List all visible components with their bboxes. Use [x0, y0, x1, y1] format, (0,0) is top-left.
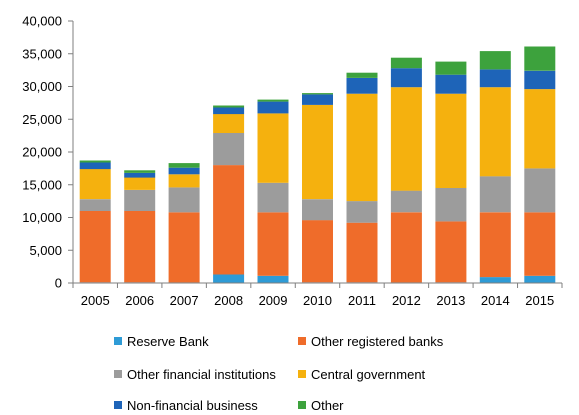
bar-segment-2005-other — [79, 160, 111, 163]
bar-segment-2009-reserve-bank — [257, 275, 289, 283]
y-tick-label: 25,000 — [22, 112, 62, 127]
bar-segment-2008-other-registered-banks — [213, 165, 245, 275]
bar-segment-2009-other-financial-institutions — [257, 182, 289, 213]
legend-label: Other financial institutions — [127, 367, 276, 382]
bar-segment-2012-central-government — [390, 87, 422, 191]
bar-segment-2009-non-financial-business — [257, 101, 289, 114]
x-tick-label: 2010 — [303, 293, 332, 308]
legend-swatch — [298, 401, 306, 409]
x-tick-label: 2006 — [125, 293, 154, 308]
bar-segment-2014-non-financial-business — [479, 69, 511, 88]
bar-segment-2009-other-registered-banks — [257, 212, 289, 276]
x-tick-label: 2013 — [436, 293, 465, 308]
legend-label: Central government — [311, 367, 426, 382]
bar-segment-2015-other-financial-institutions — [524, 168, 556, 213]
bar-segment-2015-reserve-bank — [524, 275, 556, 283]
bar-segment-2007-other-registered-banks — [168, 212, 200, 283]
bar-segment-2006-non-financial-business — [124, 173, 156, 178]
bar-segment-2008-other-financial-institutions — [213, 133, 245, 166]
bar-segment-2010-non-financial-business — [302, 94, 333, 105]
bar-segment-2012-other-registered-banks — [390, 212, 422, 283]
y-tick-label: 35,000 — [22, 46, 62, 61]
y-tick-label: 15,000 — [22, 177, 62, 192]
legend-swatch — [298, 370, 306, 378]
legend-label: Other — [311, 398, 344, 413]
bar-segment-2005-non-financial-business — [79, 162, 111, 170]
bar-segment-2006-other — [124, 170, 156, 173]
axes-group — [68, 20, 563, 288]
bar-segment-2010-other-registered-banks — [302, 220, 333, 283]
bar-segment-2010-central-government — [302, 104, 333, 200]
x-tick-label: 2011 — [348, 293, 376, 308]
bar-segment-2012-other-financial-institutions — [390, 190, 422, 213]
bar-segment-2015-other — [524, 46, 556, 71]
bar-segment-2013-other-registered-banks — [435, 221, 467, 283]
x-tick-labels: 2005 2006 2007 2008 2009 2010 2011 2012 2013 2014… — [81, 293, 554, 308]
legend: Reserve Bank Other registered banks Other … — [114, 334, 444, 413]
x-tick-label: 2007 — [170, 293, 199, 308]
bar-segment-2012-other — [390, 57, 422, 69]
bar-segment-2010-other-financial-institutions — [302, 199, 333, 221]
bar-segment-2011-central-government — [346, 93, 378, 202]
bar-segment-2011-other — [346, 72, 378, 78]
bar-segment-2015-non-financial-business — [524, 70, 556, 90]
bar-segment-2013-other — [435, 61, 467, 75]
bar-segment-2006-central-government — [124, 177, 156, 190]
legend-swatch — [298, 337, 306, 345]
bar-segment-2009-central-government — [257, 113, 289, 183]
x-tick-label: 2014 — [481, 293, 510, 308]
y-tick-label: 40,000 — [22, 14, 62, 29]
legend-swatch — [114, 401, 122, 409]
bar-segment-2008-reserve-bank — [213, 274, 245, 283]
bar-segment-2011-other-financial-institutions — [346, 201, 378, 223]
bar-segment-2015-central-government — [524, 89, 556, 169]
bar-segment-2006-other-financial-institutions — [124, 190, 156, 211]
bar-segment-2008-non-financial-business — [213, 107, 245, 115]
bar-segment-2015-other-registered-banks — [524, 212, 556, 276]
bar-segment-2005-central-government — [79, 169, 111, 200]
x-tick-label: 2008 — [214, 293, 243, 308]
bar-segment-2014-central-government — [479, 87, 511, 177]
bars-group — [79, 46, 556, 283]
legend-swatch — [114, 337, 122, 345]
y-tick-label: 0 — [55, 276, 62, 291]
legend-label: Reserve Bank — [127, 334, 209, 349]
y-tick-label: 30,000 — [22, 79, 62, 94]
bar-segment-2014-reserve-bank — [479, 277, 511, 283]
bar-segment-2007-other-financial-institutions — [168, 187, 200, 213]
bar-segment-2014-other-registered-banks — [479, 212, 511, 278]
y-tick-label: 10,000 — [22, 210, 62, 225]
y-tick-label: 20,000 — [22, 145, 62, 160]
bar-segment-2005-other-financial-institutions — [79, 199, 111, 211]
bar-segment-2009-other — [257, 99, 289, 102]
bar-segment-2013-other-financial-institutions — [435, 188, 467, 222]
bar-segment-2013-non-financial-business — [435, 74, 467, 94]
bar-segment-2008-other — [213, 105, 245, 108]
legend-label: Other registered banks — [311, 334, 444, 349]
bar-segment-2012-non-financial-business — [390, 68, 422, 88]
bar-segment-2011-non-financial-business — [346, 78, 378, 94]
bar-segment-2008-central-government — [213, 114, 245, 133]
bar-segment-2005-other-registered-banks — [79, 210, 111, 283]
bar-segment-2014-other — [479, 51, 511, 70]
x-tick-label: 2009 — [259, 293, 288, 308]
bar-segment-2007-other — [168, 163, 200, 168]
y-tick-labels: 0 5,000 10,000 15,000 20,000 25,000 30,000 35,0… — [22, 14, 62, 291]
bar-segment-2014-other-financial-institutions — [479, 176, 511, 213]
bar-segment-2007-non-financial-business — [168, 167, 200, 175]
x-tick-label: 2015 — [525, 293, 554, 308]
bar-segment-2013-central-government — [435, 93, 467, 188]
bar-segment-2007-central-government — [168, 174, 200, 188]
x-tick-label: 2005 — [81, 293, 110, 308]
bar-segment-2010-other — [302, 93, 333, 95]
legend-label: Non-financial business — [127, 398, 258, 413]
y-tick-label: 5,000 — [29, 243, 62, 258]
bar-segment-2011-other-registered-banks — [346, 222, 378, 283]
legend-swatch — [114, 370, 122, 378]
bar-segment-2006-other-registered-banks — [124, 210, 156, 283]
x-tick-label: 2012 — [392, 293, 421, 308]
